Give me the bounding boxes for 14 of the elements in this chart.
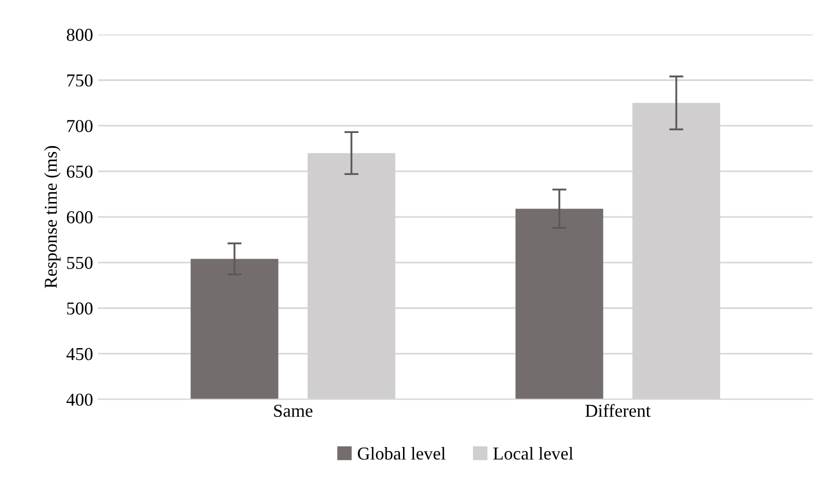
x-tick-label: Different xyxy=(585,404,651,417)
legend-label: Local level xyxy=(493,446,574,460)
y-tick-label: 550 xyxy=(67,256,93,269)
y-axis-title: Response time (ms) xyxy=(44,146,61,288)
x-tick-label: Same xyxy=(274,404,312,417)
y-tick-label: 800 xyxy=(66,28,93,41)
y-tick-label: 500 xyxy=(67,302,93,315)
legend-label: Global level xyxy=(358,446,446,460)
y-tick-label: 650 xyxy=(66,166,93,178)
y-tick-label: 600 xyxy=(66,211,93,224)
y-tick-label: 450 xyxy=(66,348,93,360)
y-tick-label: 750 xyxy=(67,74,93,87)
y-tick-label: 400 xyxy=(66,394,93,406)
y-tick-label: 700 xyxy=(67,120,93,132)
